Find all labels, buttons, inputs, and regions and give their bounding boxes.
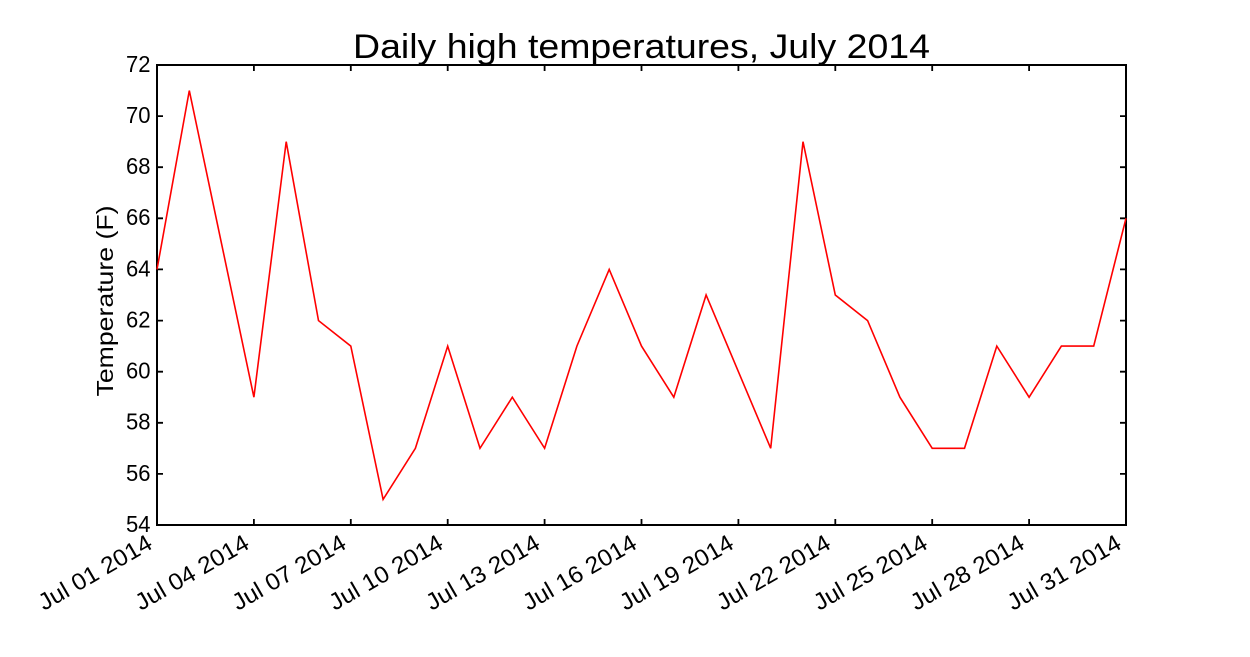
svg-text:70: 70 bbox=[126, 102, 151, 128]
svg-text:68: 68 bbox=[126, 153, 151, 179]
svg-text:56: 56 bbox=[126, 460, 151, 486]
svg-text:54: 54 bbox=[126, 511, 151, 537]
svg-text:66: 66 bbox=[126, 204, 151, 230]
svg-text:62: 62 bbox=[126, 307, 151, 333]
svg-text:Daily high temperatures, July: Daily high temperatures, July 2014 bbox=[353, 28, 930, 66]
svg-text:60: 60 bbox=[126, 358, 151, 384]
svg-text:72: 72 bbox=[126, 51, 151, 77]
svg-text:58: 58 bbox=[126, 409, 151, 435]
svg-text:Temperature (F): Temperature (F) bbox=[92, 206, 118, 397]
svg-text:64: 64 bbox=[126, 255, 151, 281]
